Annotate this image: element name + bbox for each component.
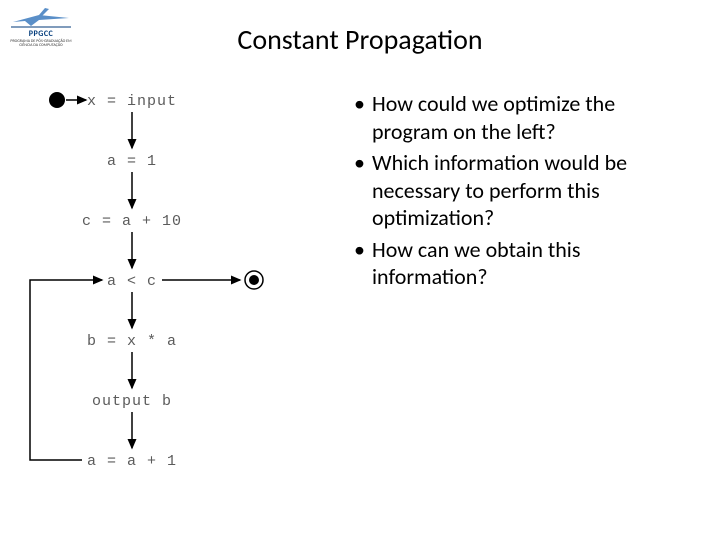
end-node-inner — [249, 275, 259, 285]
flowchart-diagram: x = input a = 1 c = a + 10 a < c b = x *… — [22, 82, 322, 517]
bullet-text: How could we optimize the program on the… — [372, 90, 615, 145]
bullet-item: Which information would be necessary to … — [350, 149, 690, 232]
bullet-text: Which information would be necessary to … — [372, 149, 627, 231]
slide: PPGCC PROGRAMA DE PÓS-GRADUAÇÃO EM CIÊNC… — [0, 0, 720, 540]
node-n6: output b — [92, 393, 172, 410]
edge-n7-n4-loop — [30, 280, 102, 460]
node-n2: a = 1 — [107, 153, 157, 170]
bullet-item: How can we obtain this information? — [350, 236, 690, 291]
bullet-text: How can we obtain this information? — [372, 236, 580, 291]
node-n7: a = a + 1 — [87, 453, 177, 470]
bullet-item: How could we optimize the program on the… — [350, 90, 690, 145]
page-title: Constant Propagation — [0, 22, 720, 57]
node-n5: b = x * a — [87, 333, 177, 350]
node-n1: x = input — [87, 93, 177, 110]
bullet-list: How could we optimize the program on the… — [350, 90, 690, 295]
node-n4: a < c — [107, 273, 157, 290]
start-node — [49, 92, 65, 108]
node-n3: c = a + 10 — [82, 213, 182, 230]
